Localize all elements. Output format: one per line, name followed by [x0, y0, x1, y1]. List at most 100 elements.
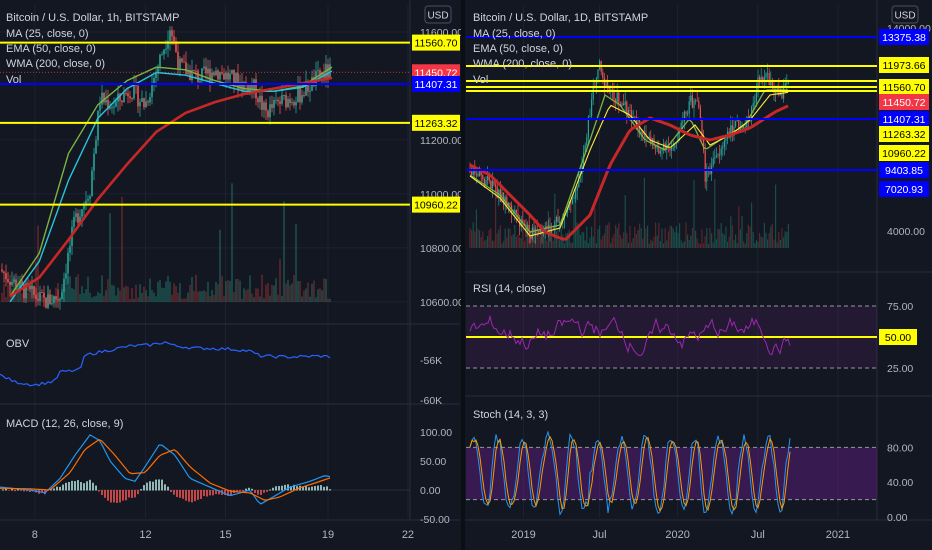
candle-body — [259, 95, 261, 103]
candle-body — [730, 125, 732, 138]
macd-histogram-bar — [206, 490, 208, 497]
left-legend-ma[interactable]: MA (25, close, 0) — [6, 28, 89, 40]
macd-histogram-bar — [212, 490, 214, 496]
volume-bar — [209, 296, 211, 302]
volume-bar — [19, 283, 21, 302]
candle-body — [495, 184, 497, 187]
candle-body — [680, 122, 682, 128]
left-legend-wma[interactable]: WMA (200, close, 0) — [6, 58, 105, 70]
stoch-tick-label: 80.00 — [887, 442, 913, 454]
volume-bar — [109, 213, 111, 302]
candle-body — [631, 110, 633, 120]
volume-bar — [743, 241, 745, 248]
candle-body — [655, 145, 657, 148]
candle-body — [757, 77, 759, 93]
candle-body — [688, 101, 690, 114]
candle-body — [584, 145, 586, 153]
volume-bar — [552, 240, 554, 248]
candle-body — [287, 99, 289, 108]
candle-body — [648, 136, 650, 138]
left-legend-ema[interactable]: EMA (50, close, 0) — [6, 43, 96, 55]
volume-bar — [469, 228, 471, 248]
time-tick-label: 22 — [402, 529, 414, 541]
volume-bar — [493, 240, 495, 248]
left-chart[interactable]: Bitcoin / U.S. Dollar, 1h, BITSTAMP MA (… — [0, 0, 464, 541]
candle-body — [712, 158, 714, 166]
price-level-badge — [879, 181, 929, 197]
right-legend-ema[interactable]: EMA (50, close, 0) — [473, 43, 563, 55]
volume-bar — [285, 283, 287, 302]
candle-body — [493, 181, 495, 185]
macd-histogram-bar — [116, 490, 118, 503]
right-currency-button[interactable] — [891, 5, 919, 24]
candle-body — [7, 279, 9, 282]
left-currency-button[interactable] — [424, 5, 452, 24]
candle-body — [161, 54, 163, 56]
volume-bar — [271, 284, 273, 302]
volume-bar — [195, 274, 197, 302]
volume-bar — [715, 239, 717, 248]
volume-bar — [251, 293, 253, 302]
volume-bar — [632, 238, 634, 248]
volume-bar — [283, 201, 285, 302]
volume-bar — [539, 236, 541, 248]
volume-bar — [682, 242, 684, 248]
volume-bar — [297, 281, 299, 302]
volume-bar — [167, 275, 169, 302]
volume-bar — [101, 275, 103, 302]
candle-body — [677, 133, 679, 144]
candle-body — [173, 36, 175, 42]
candle-body — [538, 230, 540, 233]
candle-body — [531, 227, 533, 240]
chart-divider[interactable] — [461, 0, 465, 550]
volume-bar — [595, 243, 597, 248]
volume-bar — [658, 222, 660, 248]
right-time-axis[interactable]: 2019 Jul 2020 Jul 2021 — [511, 529, 850, 541]
candle-body — [741, 127, 743, 129]
candle-body — [546, 226, 548, 228]
right-chart[interactable]: Bitcoin / U.S. Dollar, 1D, BITSTAMP MA (… — [465, 0, 932, 541]
volume-bar — [317, 289, 319, 302]
left-price-axis[interactable]: 11600.0011200.0011000.0010800.0010600.00… — [412, 27, 464, 309]
volume-bar — [107, 279, 109, 302]
candle-body — [233, 69, 235, 85]
candle-body — [483, 179, 485, 186]
volume-bar — [519, 237, 521, 248]
volume-bar — [600, 239, 602, 248]
candle-body — [225, 72, 227, 80]
candle-body — [193, 69, 195, 71]
volume-bar — [578, 228, 580, 248]
price-level-badge — [412, 34, 460, 51]
right-legend-ma[interactable]: MA (25, close, 0) — [473, 28, 556, 40]
volume-bar — [15, 295, 17, 302]
right-legend-vol[interactable]: Vol — [473, 74, 488, 86]
price-level-label: 11407.31 — [414, 79, 457, 91]
candle-body — [165, 48, 167, 50]
volume-bar — [504, 228, 506, 248]
left-time-axis[interactable]: 8 12 15 19 22 — [32, 529, 414, 541]
candle-body — [283, 95, 285, 97]
candle-body — [321, 72, 323, 78]
candle-body — [570, 203, 572, 205]
volume-bar — [475, 209, 477, 248]
volume-bar — [219, 229, 221, 302]
candle-body — [496, 186, 498, 199]
candle-body — [153, 77, 155, 84]
candle-body — [183, 61, 185, 63]
left-legend-vol[interactable]: Vol — [6, 74, 21, 86]
right-legend-wma[interactable]: WMA (200, close, 0) — [473, 58, 572, 70]
volume-bar — [509, 228, 511, 248]
macd-histogram-bar — [173, 490, 175, 495]
macd-histogram-bar — [59, 486, 61, 491]
candle-body — [776, 87, 778, 90]
right-price-axis[interactable]: 14000.004000.0013375.3811973.6611560.701… — [879, 23, 931, 238]
volume-bar — [647, 225, 649, 248]
volume-bar — [91, 297, 93, 302]
time-tick-label: 12 — [139, 529, 151, 541]
candle-body — [15, 279, 17, 290]
volume-bar — [35, 261, 37, 302]
candle-body — [299, 85, 301, 103]
candle-body — [63, 278, 65, 293]
volume-bar — [570, 242, 572, 248]
candle-body — [237, 73, 239, 89]
